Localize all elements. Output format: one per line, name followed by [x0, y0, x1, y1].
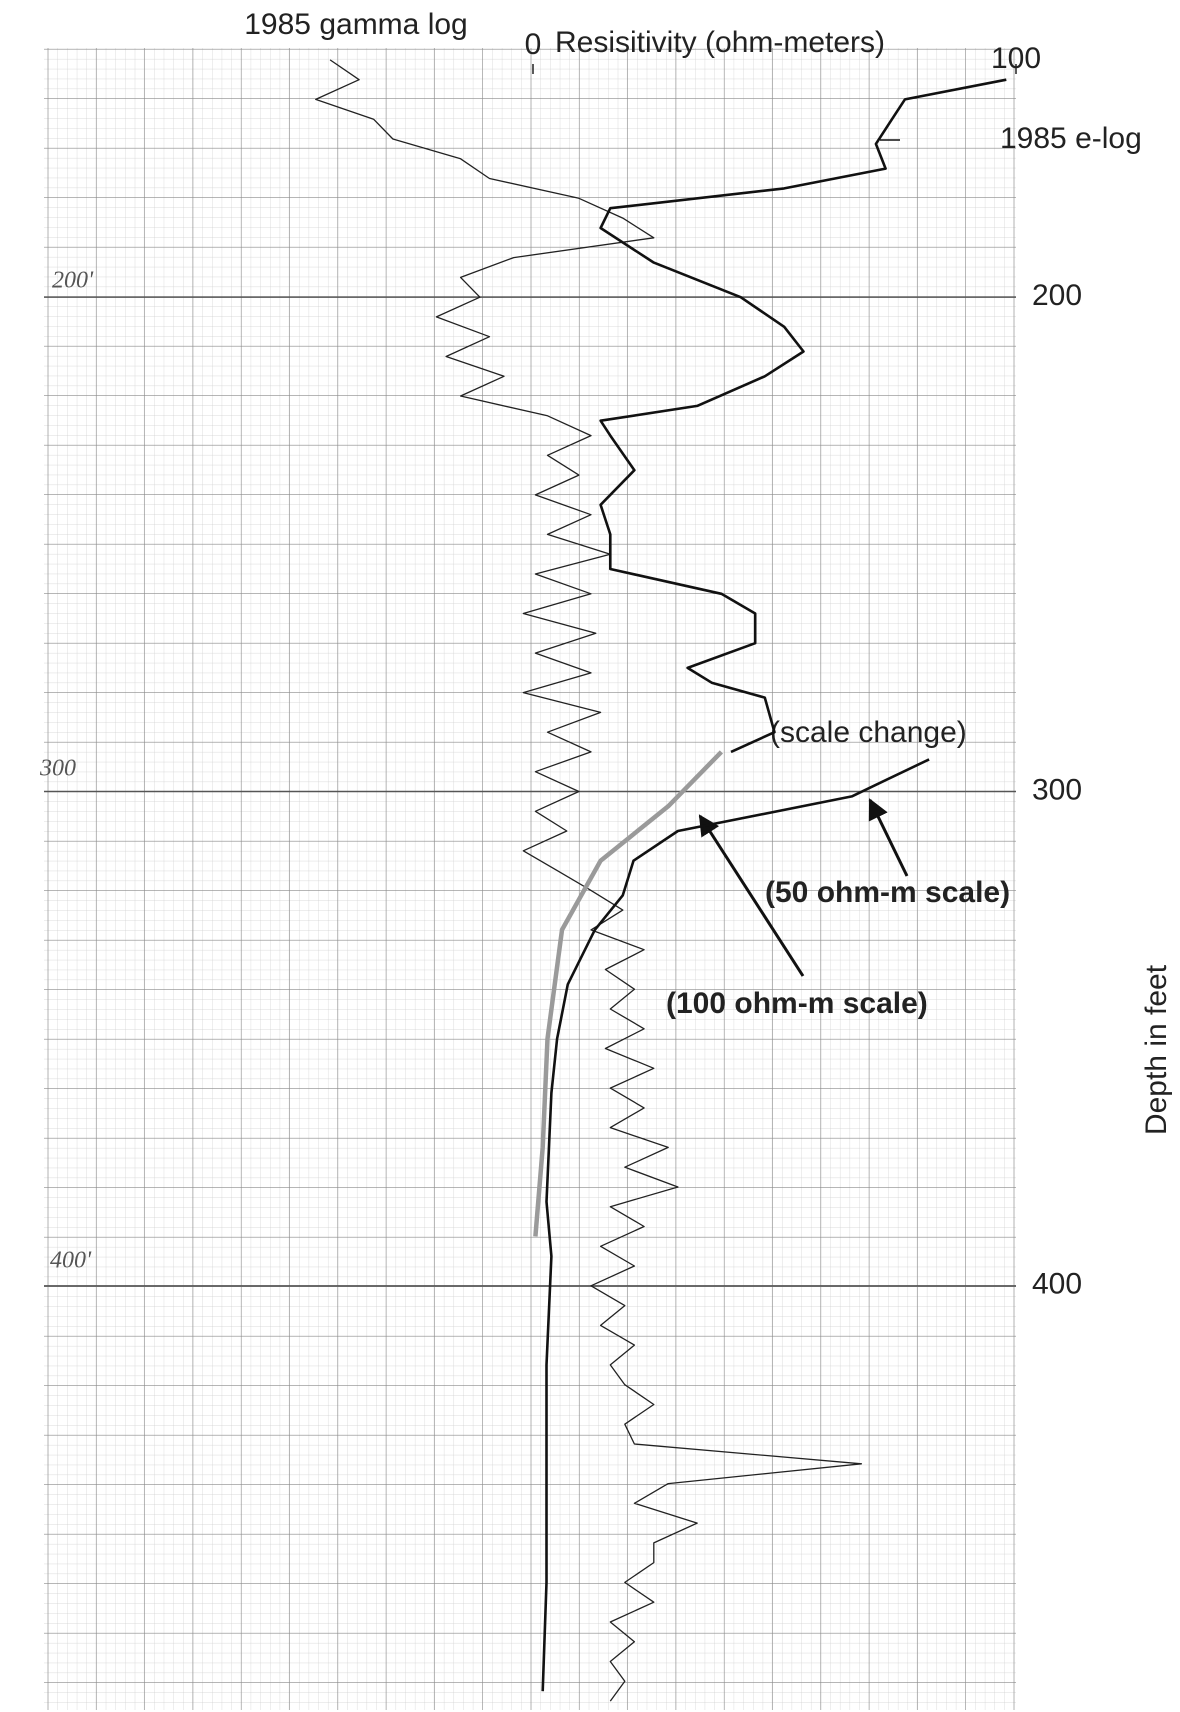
y-axis-label: Depth in feet — [1140, 964, 1173, 1135]
log-curve — [541, 758, 930, 1692]
log-curve — [599, 78, 1007, 754]
series-label: (50 ohm-m scale) — [765, 876, 1010, 909]
x-tick-label: 0 — [525, 28, 542, 61]
handwritten-label: 200' — [52, 268, 94, 294]
y-tick-label: 400 — [1032, 1268, 1082, 1301]
series-label: (100 ohm-m scale) — [666, 987, 928, 1020]
x-axis-label: Resisitivity (ohm-meters) — [555, 26, 885, 59]
y-tick-label: 300 — [1032, 773, 1082, 806]
arrow — [868, 798, 909, 877]
arrow — [698, 814, 805, 977]
log-curve — [315, 59, 863, 1702]
series-label: 1985 e-log — [1000, 122, 1142, 155]
handwritten-label: 300 — [39, 756, 76, 782]
y-tick-label: 200 — [1032, 279, 1082, 312]
handwritten-label: 400' — [50, 1248, 92, 1274]
annotation: (scale change) — [770, 716, 967, 749]
log-curve — [533, 750, 724, 1237]
graph-paper — [44, 48, 1016, 1710]
chart-title: 1985 gamma log — [244, 8, 467, 41]
